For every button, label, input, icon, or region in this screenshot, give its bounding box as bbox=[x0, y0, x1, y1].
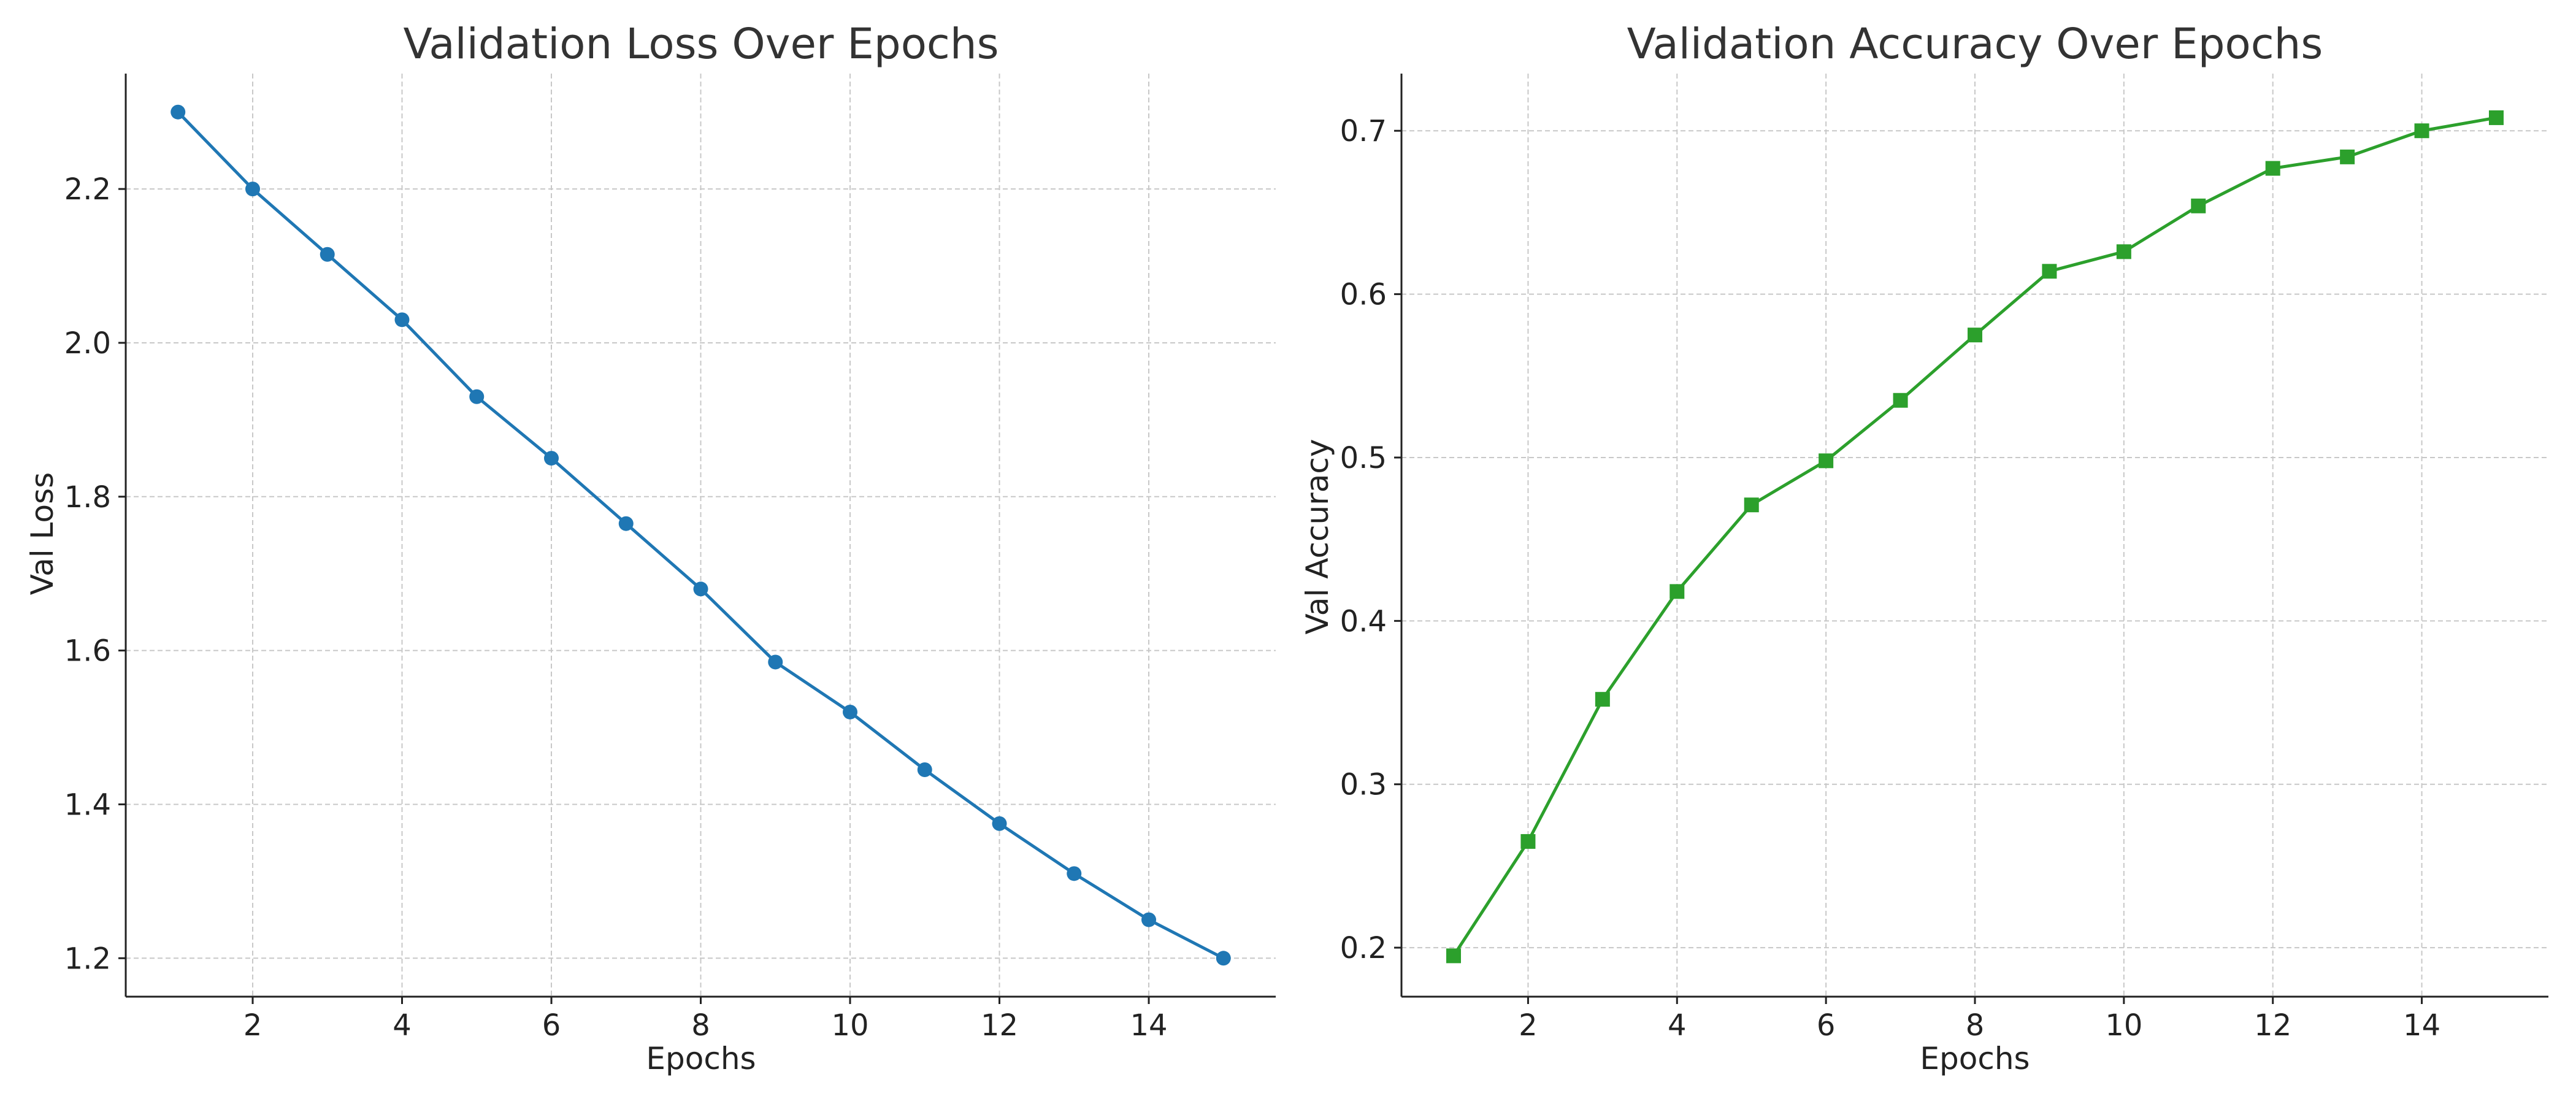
accuracy-y-tick-label: 0.4 bbox=[1340, 604, 1387, 638]
loss-x-tick-label: 8 bbox=[691, 1008, 710, 1043]
loss-y-tick-label: 1.2 bbox=[64, 941, 111, 976]
loss-x-tick-label: 2 bbox=[243, 1008, 263, 1043]
accuracy-y-tick-label: 0.3 bbox=[1340, 768, 1387, 802]
loss-data-point bbox=[171, 104, 186, 120]
accuracy-data-point bbox=[1744, 497, 1759, 513]
accuracy-data-point bbox=[2489, 110, 2504, 125]
loss-x-tick-label: 4 bbox=[393, 1008, 412, 1043]
loss-y-tick-label: 1.4 bbox=[64, 788, 111, 822]
loss-chart-title: Validation Loss Over Epochs bbox=[403, 20, 999, 69]
accuracy-x-tick-label: 4 bbox=[1668, 1008, 1687, 1043]
loss-y-tick-label: 2.2 bbox=[64, 172, 111, 207]
accuracy-y-tick-label: 0.5 bbox=[1340, 441, 1387, 475]
accuracy-x-tick-label: 2 bbox=[1519, 1008, 1538, 1043]
accuracy-chart-panel: 2 4 6 8 10 12 14 0.2 0.3 0.4 0.5 0.6 0.7 Validation … bbox=[1300, 20, 2548, 1076]
accuracy-chart-ticks: 2 4 6 8 10 12 14 0.2 0.3 0.4 0.5 0.6 0.7 bbox=[1340, 114, 2440, 1043]
accuracy-data-point bbox=[1968, 328, 1982, 343]
accuracy-data-point bbox=[2116, 244, 2131, 259]
loss-y-tick-label: 1.8 bbox=[64, 480, 111, 515]
accuracy-chart-series bbox=[1446, 110, 2504, 964]
loss-data-point bbox=[1216, 951, 1231, 966]
accuracy-x-tick-label: 6 bbox=[1817, 1008, 1836, 1043]
accuracy-x-tick-label: 10 bbox=[2105, 1008, 2142, 1043]
accuracy-data-point bbox=[1669, 584, 1685, 599]
loss-x-tick-label: 6 bbox=[542, 1008, 561, 1043]
loss-y-tick-label: 2.0 bbox=[64, 326, 111, 361]
loss-data-point bbox=[618, 516, 634, 531]
accuracy-data-point bbox=[2042, 264, 2057, 279]
accuracy-chart-ylabel: Val Accuracy bbox=[1300, 439, 1335, 634]
loss-x-tick-label: 12 bbox=[981, 1008, 1018, 1043]
loss-chart-ticks: 2 4 6 8 10 12 14 1.2 1.4 1.6 1.8 2.0 2.2 bbox=[64, 172, 1168, 1043]
loss-data-point bbox=[320, 247, 335, 262]
loss-data-point bbox=[543, 451, 559, 466]
accuracy-data-point bbox=[1595, 692, 1610, 707]
loss-y-tick-label: 1.6 bbox=[64, 634, 111, 669]
accuracy-data-point bbox=[2414, 123, 2429, 139]
loss-data-point bbox=[245, 182, 260, 197]
loss-data-point bbox=[1067, 866, 1082, 881]
accuracy-chart-xlabel: Epochs bbox=[1920, 1041, 2030, 1076]
loss-x-tick-label: 10 bbox=[831, 1008, 868, 1043]
loss-data-point bbox=[1141, 912, 1157, 927]
accuracy-chart-grid bbox=[1401, 74, 2548, 997]
accuracy-x-tick-label: 14 bbox=[2403, 1008, 2440, 1043]
loss-data-point bbox=[843, 704, 858, 719]
loss-x-tick-label: 14 bbox=[1130, 1008, 1167, 1043]
loss-chart-series bbox=[171, 104, 1231, 966]
accuracy-x-tick-label: 8 bbox=[1966, 1008, 1985, 1043]
loss-chart-grid bbox=[126, 74, 1276, 997]
loss-data-point bbox=[992, 816, 1007, 831]
accuracy-data-point bbox=[1893, 393, 1908, 408]
accuracy-x-tick-label: 12 bbox=[2254, 1008, 2291, 1043]
loss-chart-panel: 2 4 6 8 10 12 14 1.2 1.4 1.6 1.8 2.0 2.2 Validation … bbox=[25, 20, 1276, 1076]
loss-chart-xlabel: Epochs bbox=[646, 1041, 756, 1076]
loss-chart-ylabel: Val Loss bbox=[25, 472, 60, 595]
accuracy-data-point bbox=[1819, 453, 1834, 469]
loss-data-point bbox=[394, 312, 410, 328]
loss-data-point bbox=[469, 389, 485, 404]
accuracy-y-tick-label: 0.7 bbox=[1340, 114, 1387, 148]
loss-data-point bbox=[768, 654, 783, 670]
accuracy-y-tick-label: 0.6 bbox=[1340, 278, 1387, 312]
accuracy-data-point bbox=[2191, 198, 2206, 213]
accuracy-data-point bbox=[2265, 161, 2280, 176]
accuracy-data-point bbox=[2340, 149, 2355, 164]
accuracy-data-point bbox=[1520, 834, 1536, 849]
loss-data-point bbox=[917, 762, 932, 778]
accuracy-chart-title: Validation Accuracy Over Epochs bbox=[1627, 20, 2323, 69]
loss-data-point bbox=[693, 581, 708, 597]
accuracy-data-point bbox=[1446, 948, 1461, 964]
accuracy-y-tick-label: 0.2 bbox=[1340, 931, 1387, 965]
